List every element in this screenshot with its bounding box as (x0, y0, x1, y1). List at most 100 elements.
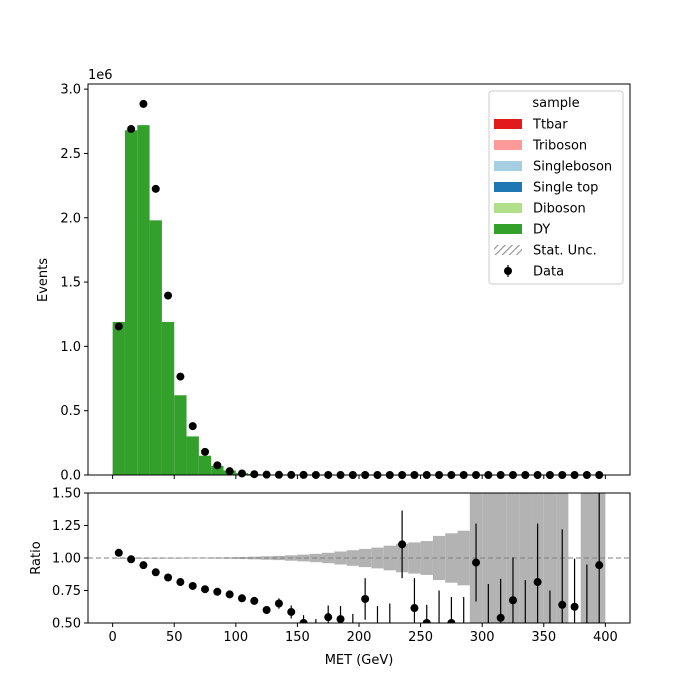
ratio-point (435, 626, 443, 634)
ratio-point (533, 578, 542, 587)
main-y-ticks: 0.0 0.5 1.0 1.5 2.0 2.5 3.0 (60, 83, 88, 484)
legend-label: Single top (533, 181, 598, 196)
ratio-point (274, 599, 283, 608)
bar-dy (211, 465, 224, 475)
legend-item-stat-unc-: Stat. Unc. (494, 244, 597, 259)
unc-band-bin (543, 493, 557, 623)
y-tick-label: 1.0 (60, 340, 81, 355)
x-tick-label: 350 (531, 630, 556, 645)
ratio-point (201, 585, 210, 594)
ratio-point (447, 619, 456, 623)
unc-band-bin (198, 557, 212, 559)
legend-label: DY (533, 223, 550, 238)
legend-item-data: Data (504, 265, 564, 280)
ratio-point (521, 626, 529, 634)
unc-band-bin (223, 557, 236, 559)
ratio-point (176, 578, 185, 587)
ratio-y-axis-label: Ratio (29, 541, 44, 574)
bar-dy (112, 321, 125, 475)
y-tick-label: 0.5 (60, 404, 81, 419)
ratio-point (312, 626, 320, 634)
ratio-point (398, 540, 407, 549)
legend-box (488, 90, 624, 285)
legend-label: Data (533, 265, 564, 280)
unc-band-bin (272, 555, 286, 561)
ratio-panel: 0.50 0.75 1.00 1.25 1.50 0 50 100 150 200 250 300 3… (29, 487, 631, 668)
ratio-y-tick-label: 1.50 (52, 487, 81, 502)
ratio-point (558, 600, 567, 609)
legend-item-triboson: Triboson (494, 139, 587, 154)
data-points (114, 99, 604, 479)
ratio-point (570, 602, 579, 611)
data-point (176, 372, 185, 381)
legend: sample Ttbar Triboson Singleboson Single to… (488, 90, 624, 285)
ratio-point (225, 590, 234, 599)
unc-band-bin (297, 554, 310, 562)
ratio-y-tick-label: 0.50 (52, 617, 81, 632)
ratio-y-ticks: 0.50 0.75 1.00 1.25 1.50 (52, 487, 88, 632)
data-point (127, 125, 136, 134)
y-tick-label: 2.5 (60, 147, 81, 162)
ratio-point (324, 613, 333, 622)
bar-dy (161, 321, 175, 475)
ratio-point (114, 548, 123, 557)
data-point (237, 469, 246, 478)
legend-label: Diboson (533, 202, 586, 217)
legend-item-single-top: Single top (494, 181, 598, 196)
y-tick-label: 0.0 (60, 469, 81, 484)
ratio-y-tick-label: 1.00 (52, 552, 81, 567)
ratio-point (262, 606, 271, 614)
bar-dy (124, 130, 138, 476)
ratio-point (361, 594, 370, 603)
data-point (201, 447, 210, 456)
unc-band-bin (519, 493, 532, 623)
ratio-point (250, 596, 259, 605)
ratio-point (151, 568, 160, 577)
ratio-points (114, 493, 604, 634)
unc-band-bin (432, 535, 446, 581)
y-tick-label: 3.0 (60, 83, 81, 98)
ratio-point (583, 626, 591, 634)
main-y-axis-label: Events (36, 258, 51, 302)
ratio-y-tick-label: 1.25 (52, 519, 81, 534)
ratio-y-tick-label: 0.75 (52, 584, 81, 599)
ratio-point (287, 607, 296, 616)
legend-item-singleboson: Singleboson (494, 160, 612, 175)
legend-label: Ttbar (532, 118, 568, 133)
ratio-point (386, 626, 394, 634)
ratio-point (164, 573, 173, 582)
bar-dy (149, 220, 162, 475)
bar-dy (174, 395, 187, 475)
ratio-point (336, 615, 345, 623)
legend-label: Stat. Unc. (533, 244, 597, 259)
ratio-point (460, 626, 468, 634)
y-tick-label: 2.0 (60, 211, 81, 226)
ratio-point (422, 619, 431, 623)
bar-dy (186, 436, 199, 475)
y-tick-label: 1.5 (60, 276, 81, 291)
data-point (151, 184, 160, 193)
ratio-point (213, 587, 222, 596)
x-tick-label: 200 (347, 630, 372, 645)
data-point (114, 322, 123, 331)
y-offset-text: 1e6 (88, 68, 113, 83)
ratio-point (410, 604, 419, 613)
ratio-point (139, 561, 148, 570)
ratio-point (299, 619, 308, 623)
data-point (164, 291, 173, 300)
ratio-point (373, 626, 381, 634)
main-panel: 0.0 0.5 1.0 1.5 2.0 2.5 3.0 1e6 Events sample … (36, 68, 631, 484)
x-tick-label: 50 (166, 630, 183, 645)
data-point (139, 99, 148, 108)
x-tick-label: 250 (408, 630, 433, 645)
x-axis-label: MET (GeV) (325, 653, 394, 668)
legend-item-ttbar: Ttbar (494, 118, 568, 133)
ratio-point (472, 558, 481, 567)
ratio-point (496, 613, 505, 622)
data-point (188, 422, 197, 431)
ratio-point (127, 555, 136, 564)
data-point (213, 461, 222, 470)
legend-items: Ttbar Triboson Singleboson Single top Diboso… (494, 118, 612, 280)
x-tick-label: 300 (470, 630, 495, 645)
